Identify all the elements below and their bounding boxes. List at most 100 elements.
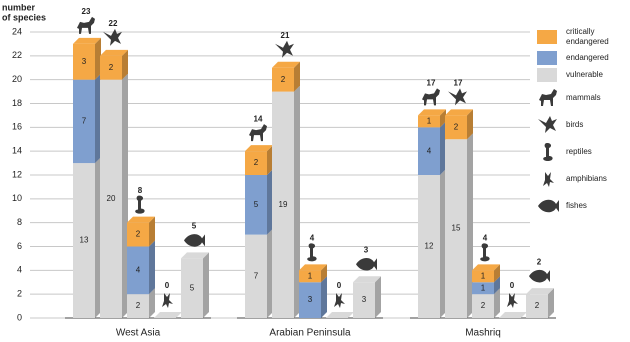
bar-top [181, 252, 209, 259]
segment-label: 1 [481, 271, 486, 280]
icon-shape [538, 116, 557, 133]
bar-top [418, 109, 446, 116]
y-tick-label: 18 [12, 98, 22, 108]
bar-segment [245, 151, 267, 175]
bar-icon [334, 293, 345, 308]
legend-icon [543, 143, 553, 161]
segment-label: 2 [454, 122, 459, 131]
total-label: 17 [427, 79, 436, 88]
bar-icon [77, 16, 95, 34]
bar-segment [418, 115, 440, 128]
total-label: 3 [364, 245, 369, 254]
bar-side [440, 109, 446, 128]
segment-label: 2 [481, 301, 486, 310]
bar-icon [162, 293, 173, 308]
icon-shape [307, 243, 317, 262]
bar-icon [422, 88, 440, 106]
bar-side [321, 276, 327, 318]
total-label: 23 [82, 7, 91, 16]
legend-swatch [537, 30, 557, 44]
bar-top [326, 312, 354, 318]
bar-top [445, 109, 473, 116]
total-label: 21 [281, 31, 290, 40]
bar-side [203, 252, 209, 318]
bar-segment [299, 282, 321, 318]
bar-icon [356, 257, 377, 271]
icon-shape [162, 293, 173, 308]
y-tick-label: 24 [12, 26, 22, 36]
segment-label: 7 [254, 271, 259, 280]
bar-segment [272, 91, 294, 318]
y-tick-label: 4 [17, 265, 22, 275]
legend-icon [538, 116, 557, 133]
bar-icon [448, 88, 467, 106]
x-tick-label: West Asia [116, 328, 161, 339]
bar-side [375, 276, 381, 318]
bar-top [353, 276, 381, 283]
bar-side [440, 121, 446, 175]
total-label: 8 [138, 186, 143, 195]
bar-side [149, 240, 155, 295]
segment-label: 2 [136, 230, 141, 239]
bar-top [299, 264, 327, 271]
legend-label: birds [566, 120, 583, 129]
bar-segment [526, 294, 548, 318]
legend-label: fishes [566, 201, 587, 210]
bar-side [494, 288, 500, 318]
bar-side [467, 133, 473, 318]
bar-top [100, 49, 128, 56]
y-tick-label: 16 [12, 122, 22, 132]
icon-shape [77, 16, 95, 34]
icon-shape [507, 293, 518, 308]
legend-icon [543, 172, 554, 187]
segment-label: 1 [481, 283, 486, 292]
total-label: 4 [483, 233, 488, 242]
bar-side [95, 157, 101, 318]
bar-segment [181, 258, 203, 318]
bar-side [267, 169, 273, 235]
icon-shape [538, 199, 559, 213]
icon-shape [356, 257, 377, 271]
bar-segment [418, 175, 440, 318]
segment-label: 20 [107, 194, 116, 203]
bar-icon [480, 243, 490, 262]
segment-label: 13 [80, 236, 89, 245]
bar-icon [135, 195, 145, 214]
segment-label: 7 [82, 116, 87, 125]
x-tick-label: Arabian Peninsula [269, 328, 351, 339]
bar-side [149, 216, 155, 247]
bar-side [548, 288, 554, 318]
legend-label: critically endangered [566, 27, 609, 46]
legend-label-line: endangered [566, 37, 609, 46]
bar-top [272, 61, 300, 68]
bar-side [494, 276, 500, 295]
bar-segment [445, 139, 467, 318]
bar-segment [272, 67, 294, 92]
bar-icon [103, 28, 122, 46]
y-axis-label: of species [2, 12, 46, 22]
legend-swatch [537, 51, 557, 65]
bar-side [494, 264, 500, 283]
bar-segment [100, 55, 122, 80]
icon-shape [448, 88, 467, 106]
legend-swatch [537, 68, 557, 82]
bar-segment [445, 115, 467, 140]
segment-label: 19 [279, 200, 288, 209]
bar-top [526, 288, 554, 295]
total-label: 22 [109, 19, 118, 28]
bar-icon [184, 234, 205, 247]
bar-top [127, 216, 155, 223]
bar-icon [507, 293, 518, 308]
bar-segment [73, 163, 95, 318]
bar-side [467, 109, 473, 140]
legend-label: reptiles [566, 147, 592, 156]
y-tick-label: 10 [12, 193, 22, 203]
segment-label: 4 [427, 146, 432, 155]
bar-top [73, 37, 101, 44]
bar-top [154, 312, 182, 318]
bar-icon [275, 40, 294, 58]
bar-side [149, 288, 155, 318]
bar-side [440, 169, 446, 318]
y-tick-label: 8 [17, 217, 22, 227]
